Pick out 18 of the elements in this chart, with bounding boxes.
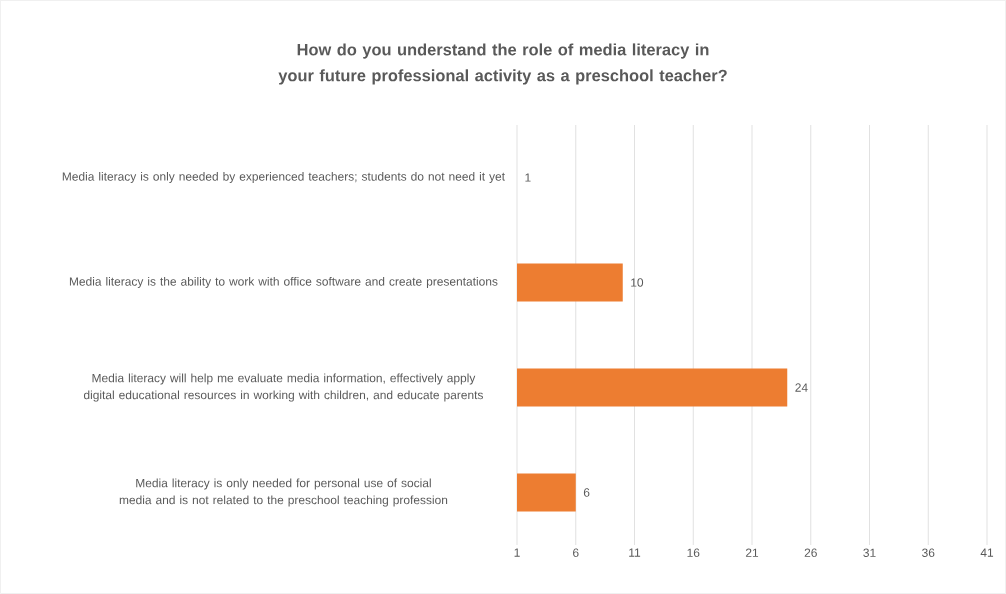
x-tick-label: 11 — [629, 548, 641, 557]
x-tick-label: 41 — [980, 548, 994, 557]
x-tick-label: 36 — [922, 548, 935, 557]
y-tick-label: Media literacy is only needed for personal use of social media and is not related to the preschool teaching profession — [119, 478, 448, 507]
y-tick-label: Media literacy will help me evaluate media information, effectively apply digital educational resources in working with children, and educate parents — [83, 373, 483, 402]
x-tick-label: 6 — [573, 548, 579, 557]
x-tick-label: 21 — [745, 548, 759, 557]
data-label: 24 — [795, 383, 808, 392]
x-tick-label: 31 — [863, 548, 876, 557]
chart-title: How do you understand the role of media literacy in your future professional activity as a preschool teacher? — [278, 43, 727, 85]
y-tick-label: Media literacy is only needed by experienced teachers; students do not need it yet — [62, 171, 505, 184]
data-label: 10 — [631, 278, 644, 287]
x-tick-label: 1 — [514, 548, 520, 557]
x-tick-label: 26 — [804, 548, 817, 557]
data-label: 1 — [525, 173, 531, 182]
y-tick-label: Media literacy is the ability to work with office software and create presentations — [69, 276, 498, 289]
x-tick-label: 16 — [687, 548, 700, 557]
data-label: 6 — [583, 488, 590, 497]
